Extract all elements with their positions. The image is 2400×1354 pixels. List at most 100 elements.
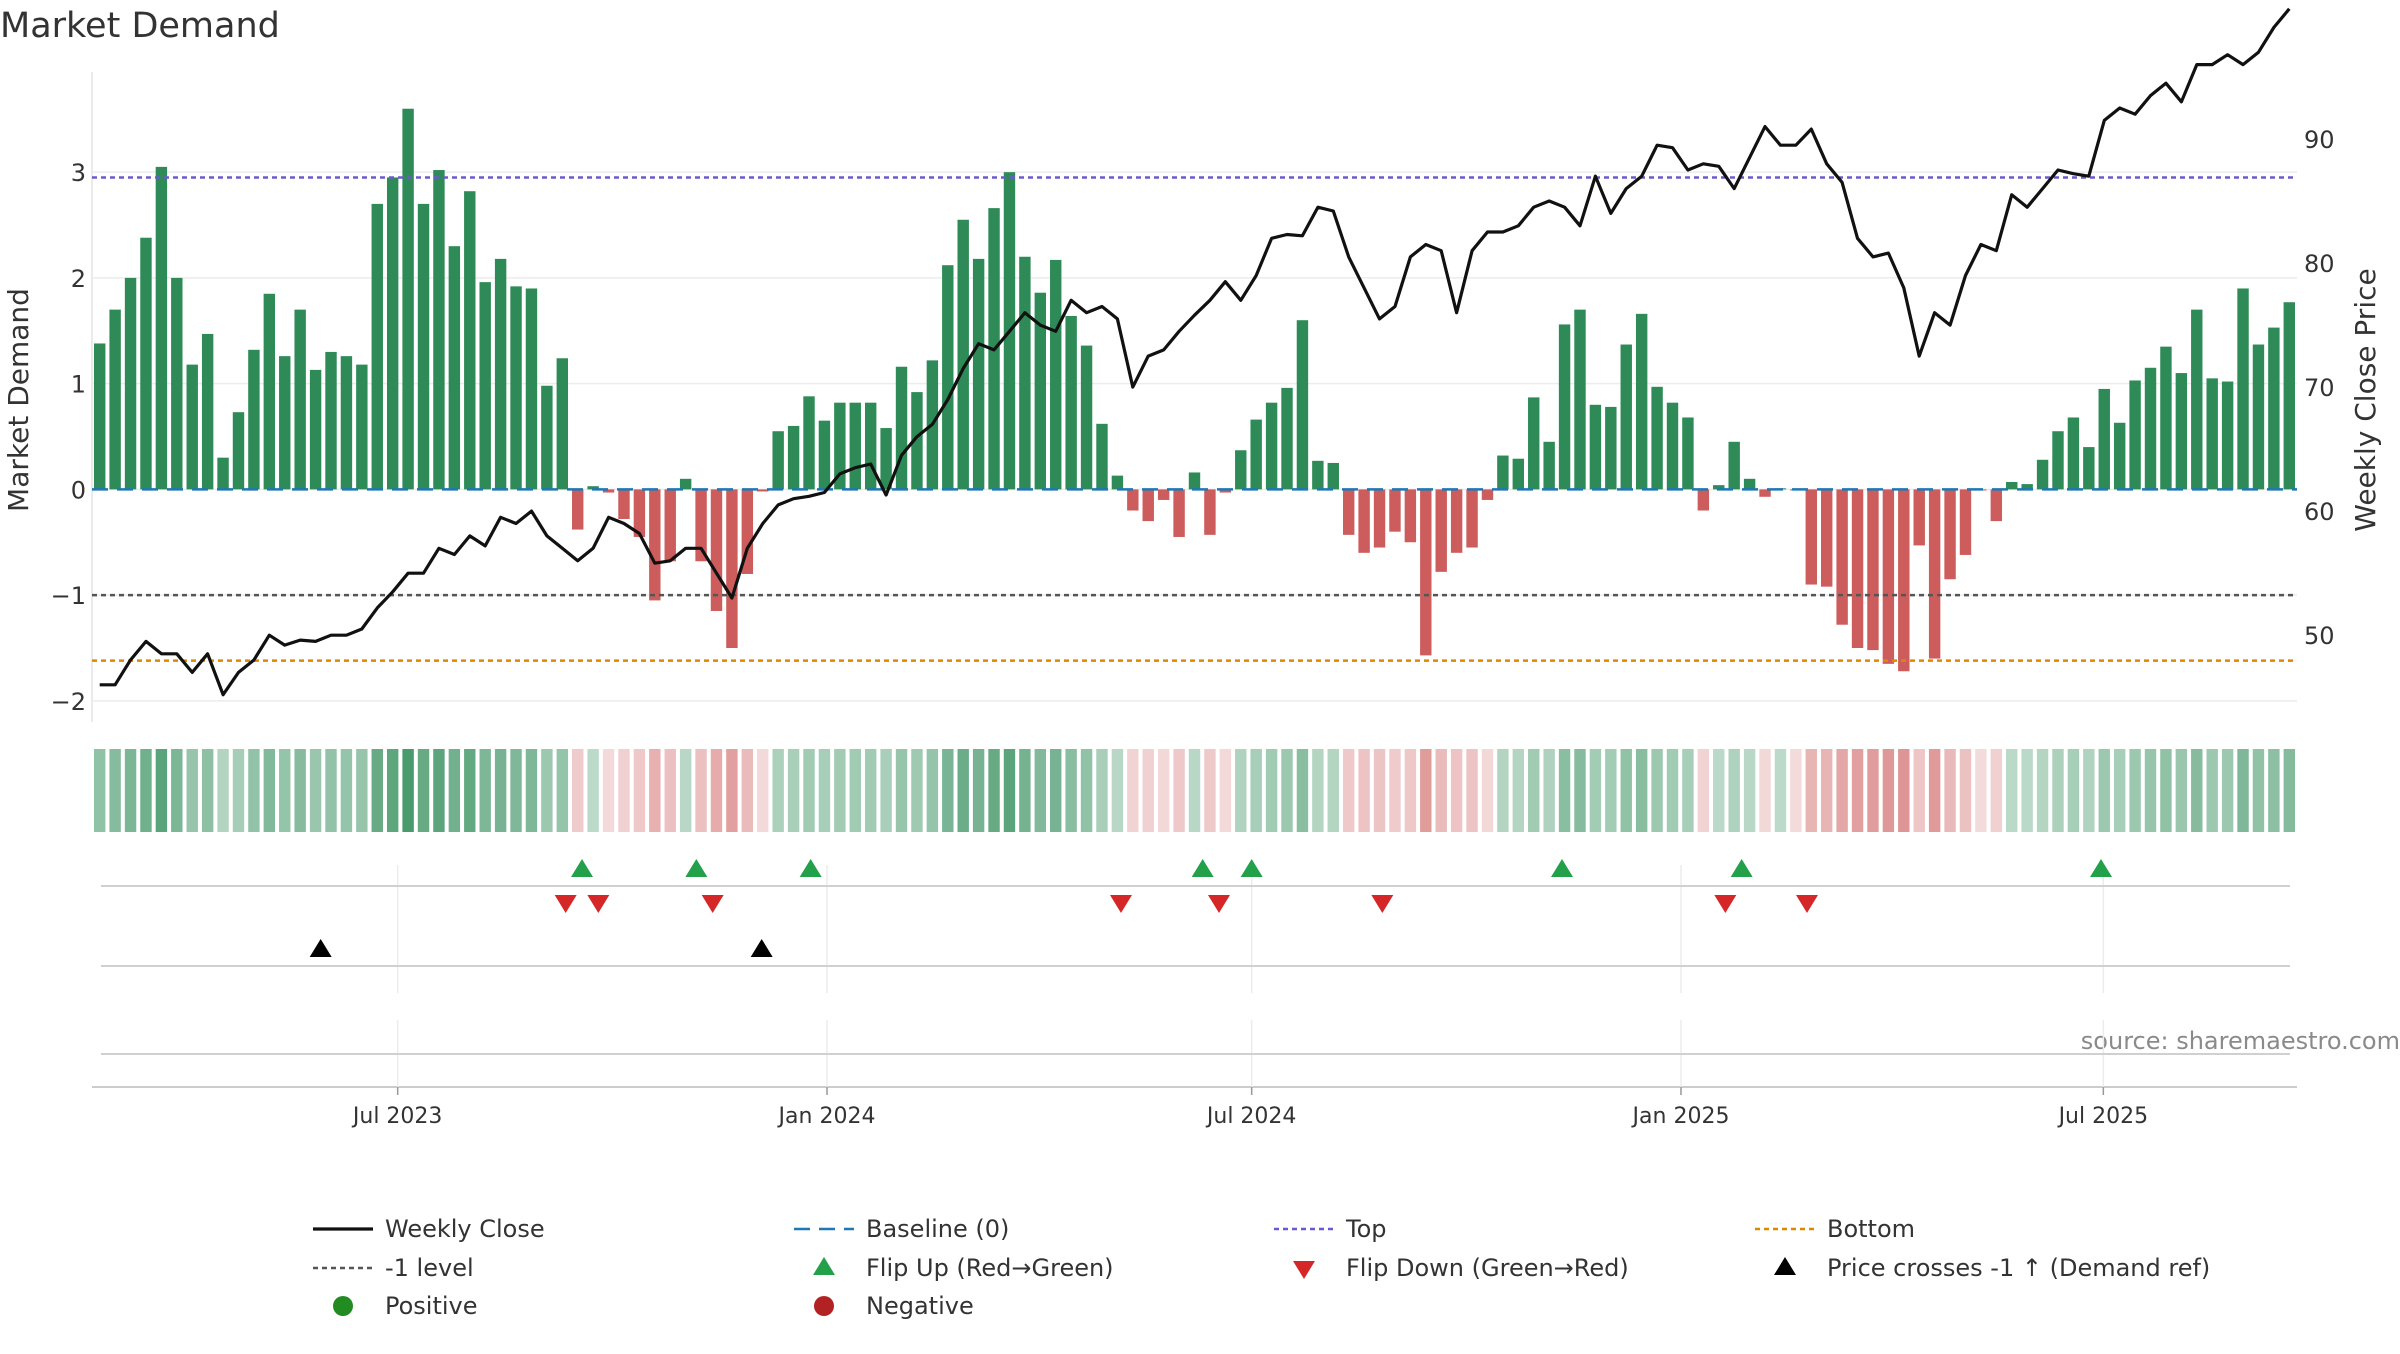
heat-cell	[402, 749, 414, 832]
y-axis-label: Market Demand	[2, 288, 35, 512]
demand-bar	[2191, 309, 2203, 490]
demand-bar	[1065, 315, 1077, 490]
demand-bar	[1759, 489, 1771, 497]
demand-bar	[649, 489, 661, 601]
heat-cell	[186, 749, 198, 832]
flip-down-marker	[1371, 895, 1394, 913]
heat-cell	[2083, 749, 2095, 832]
heat-cell	[417, 749, 430, 832]
heat-cell	[2113, 749, 2126, 832]
heat-cell	[1034, 749, 1047, 832]
demand-bar	[1805, 489, 1817, 585]
demand-bar	[1111, 475, 1124, 490]
demand-bar	[325, 351, 337, 490]
heat-cell	[109, 749, 121, 832]
flip-up-marker	[685, 859, 708, 877]
heat-cell	[1867, 749, 1879, 832]
heat-cell	[741, 749, 754, 832]
demand-bar	[2083, 447, 2095, 490]
y-tick-label: 2	[71, 265, 86, 293]
demand-bar	[1913, 489, 1925, 546]
demand-bar	[757, 489, 769, 492]
demand-bar	[1589, 404, 1602, 490]
heat-cell	[2221, 749, 2234, 832]
demand-bar	[957, 219, 969, 490]
heat-cell	[710, 749, 723, 832]
demand-bar	[94, 343, 106, 490]
heat-cell	[1281, 749, 1293, 832]
demand-bar	[710, 489, 723, 611]
heat-cell	[972, 749, 985, 832]
demand-bar	[1342, 489, 1355, 535]
demand-bar	[510, 286, 522, 490]
demand-bar	[294, 309, 306, 490]
heat-cell	[1265, 749, 1278, 832]
demand-bar	[541, 385, 553, 490]
demand-bar	[741, 489, 754, 574]
demand-bar	[556, 358, 569, 490]
flip-down-marker	[587, 895, 610, 913]
heat-cell	[849, 749, 861, 832]
demand-bar	[1250, 419, 1262, 490]
demand-bar	[1127, 489, 1139, 511]
heat-cell	[1157, 749, 1170, 832]
demand-bar	[1281, 387, 1293, 490]
heat-cell	[1651, 749, 1663, 832]
y-tick-label: 1	[71, 371, 86, 399]
heat-cell	[1404, 749, 1417, 832]
legend-label-negative: Negative	[866, 1292, 974, 1320]
heat-cell	[279, 749, 291, 832]
heat-cell	[510, 749, 522, 832]
heat-cell	[294, 749, 306, 832]
demand-bar	[880, 428, 892, 490]
heat-cell	[94, 749, 106, 832]
demand-bar	[279, 356, 291, 490]
heat-cell	[572, 749, 584, 832]
legend-swatch-flip-up	[813, 1257, 835, 1275]
demand-bar	[1096, 423, 1108, 490]
demand-bar	[2237, 288, 2249, 490]
heat-cell	[248, 749, 260, 832]
heat-cell	[1728, 749, 1740, 832]
demand-bar	[1635, 313, 1648, 490]
demand-bar	[1558, 324, 1571, 490]
demand-bar	[2021, 484, 2033, 490]
demand-bar	[2175, 373, 2188, 490]
heat-cell	[1589, 749, 1602, 832]
heat-cell	[803, 749, 815, 832]
heat-cell	[1574, 749, 1586, 832]
demand-bar	[1836, 489, 1848, 625]
demand-bar	[155, 166, 168, 490]
heat-cell	[895, 749, 908, 832]
heat-cell	[1558, 749, 1571, 832]
demand-bar	[309, 369, 322, 490]
demand-bar	[1743, 478, 1756, 490]
chart-title: Market Demand	[0, 6, 280, 46]
demand-bar	[972, 258, 985, 490]
demand-bar	[803, 396, 815, 490]
demand-bar	[201, 333, 214, 490]
heat-cell	[1805, 749, 1817, 832]
heat-cell	[2144, 749, 2157, 832]
y2-tick-label: 60	[2304, 498, 2335, 526]
demand-bar	[2221, 381, 2234, 490]
legend-label-baseline: Baseline (0)	[866, 1215, 1009, 1243]
demand-bar	[171, 277, 183, 490]
weekly-close-line	[99, 7, 2291, 697]
y-tick-label: 3	[71, 159, 86, 187]
demand-bar	[1435, 489, 1447, 572]
legend-swatch-positive	[333, 1296, 353, 1316]
demand-bar	[1080, 345, 1093, 490]
price-cross-marker	[750, 939, 773, 957]
demand-bar	[1157, 489, 1170, 500]
x-tick-label: Jul 2024	[1205, 1104, 1297, 1129]
demand-bar	[1697, 489, 1710, 511]
demand-bar	[1666, 402, 1679, 490]
y2-axis-label: Weekly Close Price	[2349, 268, 2382, 531]
demand-bar	[1574, 309, 1586, 490]
demand-bar	[664, 489, 676, 562]
demand-bar	[1928, 489, 1941, 659]
y2-tick-label: 50	[2304, 622, 2335, 650]
heat-cell	[1759, 749, 1771, 832]
heat-cell	[1312, 749, 1324, 832]
